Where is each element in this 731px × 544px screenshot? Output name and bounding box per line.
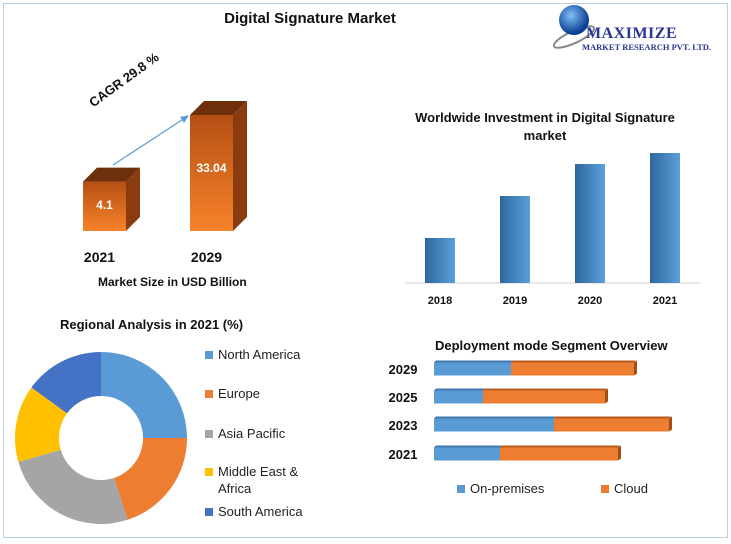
logo: MAXIMIZE MARKET RESEARCH PVT. LTD. bbox=[548, 2, 728, 52]
bar-top bbox=[83, 167, 140, 182]
legend-label: Middle East & Africa bbox=[218, 464, 299, 496]
bar-segment-on-premises bbox=[434, 362, 511, 376]
bar-top-edge bbox=[500, 445, 620, 448]
bar-top-edge bbox=[434, 416, 556, 419]
infographic-frame bbox=[3, 3, 728, 538]
legend-item: Europe bbox=[205, 385, 315, 402]
bar-side-edge bbox=[634, 360, 637, 376]
legend-label: Asia Pacific bbox=[218, 426, 286, 441]
x-tick-label: 2021 bbox=[653, 295, 677, 307]
legend-item: South America bbox=[205, 503, 315, 520]
bar-side bbox=[233, 101, 247, 232]
y-tick-label: 2025 bbox=[389, 390, 418, 405]
bar-top-edge bbox=[511, 360, 636, 363]
bar-segment-cloud bbox=[483, 390, 605, 404]
bar-segment-cloud bbox=[554, 418, 669, 432]
x-tick-label: 2020 bbox=[578, 295, 602, 307]
bar-side-edge bbox=[618, 445, 621, 461]
bar-segment-cloud bbox=[511, 362, 634, 376]
bar-top-edge bbox=[434, 360, 513, 363]
legend-swatch bbox=[205, 390, 213, 398]
bar-segment-on-premises bbox=[434, 418, 554, 432]
x-tick-label: 2029 bbox=[191, 249, 222, 265]
legend-swatch bbox=[601, 485, 609, 493]
bar-segment-cloud bbox=[500, 447, 618, 461]
y-tick-label: 2023 bbox=[389, 418, 418, 433]
cagr-arrow bbox=[112, 115, 190, 166]
legend-swatch bbox=[205, 351, 213, 359]
legend-item: North America bbox=[205, 346, 315, 363]
bar-2021 bbox=[83, 181, 126, 231]
legend-label: Cloud bbox=[614, 481, 648, 496]
donut-slice-north-america bbox=[101, 352, 187, 438]
market-size-xlabel: Market Size in USD Billion bbox=[98, 275, 247, 289]
x-tick-label: 2021 bbox=[84, 249, 115, 265]
bar-side-edge bbox=[605, 388, 608, 404]
page-title: Digital Signature Market bbox=[224, 10, 396, 27]
investment-chart-title: Worldwide Investment in Digital Signatur… bbox=[415, 110, 675, 143]
bar-top-edge bbox=[554, 416, 671, 419]
bar-segment-on-premises bbox=[434, 447, 500, 461]
legend-label: Europe bbox=[218, 386, 260, 401]
logo-subtitle: MARKET RESEARCH PVT. LTD. bbox=[582, 42, 712, 52]
x-tick-label: 2018 bbox=[428, 295, 452, 307]
y-tick-label: 2029 bbox=[389, 362, 418, 377]
bar-2018 bbox=[425, 238, 455, 283]
donut-slice-asia-pacific bbox=[18, 449, 128, 524]
bar-side bbox=[126, 167, 140, 231]
x-tick-label: 2019 bbox=[503, 295, 527, 307]
legend-swatch bbox=[205, 468, 213, 476]
bar-top-edge bbox=[483, 388, 607, 391]
bar-side-edge bbox=[669, 416, 672, 432]
bar-top-edge bbox=[434, 388, 485, 391]
legend-item: On-premises bbox=[457, 480, 544, 497]
regional-chart-title: Regional Analysis in 2021 (%) bbox=[60, 317, 244, 332]
deployment-chart-title: Deployment mode Segment Overview bbox=[435, 338, 668, 353]
donut-slice-europe bbox=[113, 438, 187, 520]
logo-name: MAXIMIZE bbox=[586, 25, 678, 42]
legend-swatch bbox=[205, 430, 213, 438]
legend-item: Middle East & Africa bbox=[205, 463, 315, 497]
y-tick-label: 2021 bbox=[389, 447, 418, 462]
data-label: 33.04 bbox=[196, 161, 226, 175]
data-label: 4.1 bbox=[96, 198, 113, 212]
legend-swatch bbox=[457, 485, 465, 493]
legend-swatch bbox=[205, 508, 213, 516]
bar-2019 bbox=[500, 196, 530, 283]
bar-top-edge bbox=[434, 445, 502, 448]
legend-label: On-premises bbox=[470, 481, 545, 496]
bar-segment-on-premises bbox=[434, 390, 483, 404]
bar-2029 bbox=[190, 115, 233, 231]
donut-slice-south-america bbox=[31, 352, 101, 414]
bar-2020 bbox=[575, 164, 605, 283]
donut-slice-middle-east-africa bbox=[15, 387, 68, 462]
legend-item: Cloud bbox=[601, 480, 648, 497]
legend-label: North America bbox=[218, 347, 301, 362]
legend-item: Asia Pacific bbox=[205, 425, 315, 442]
globe-icon bbox=[552, 5, 596, 49]
bar-top bbox=[190, 101, 247, 116]
legend-label: South America bbox=[218, 504, 303, 519]
bar-2021 bbox=[650, 153, 680, 283]
